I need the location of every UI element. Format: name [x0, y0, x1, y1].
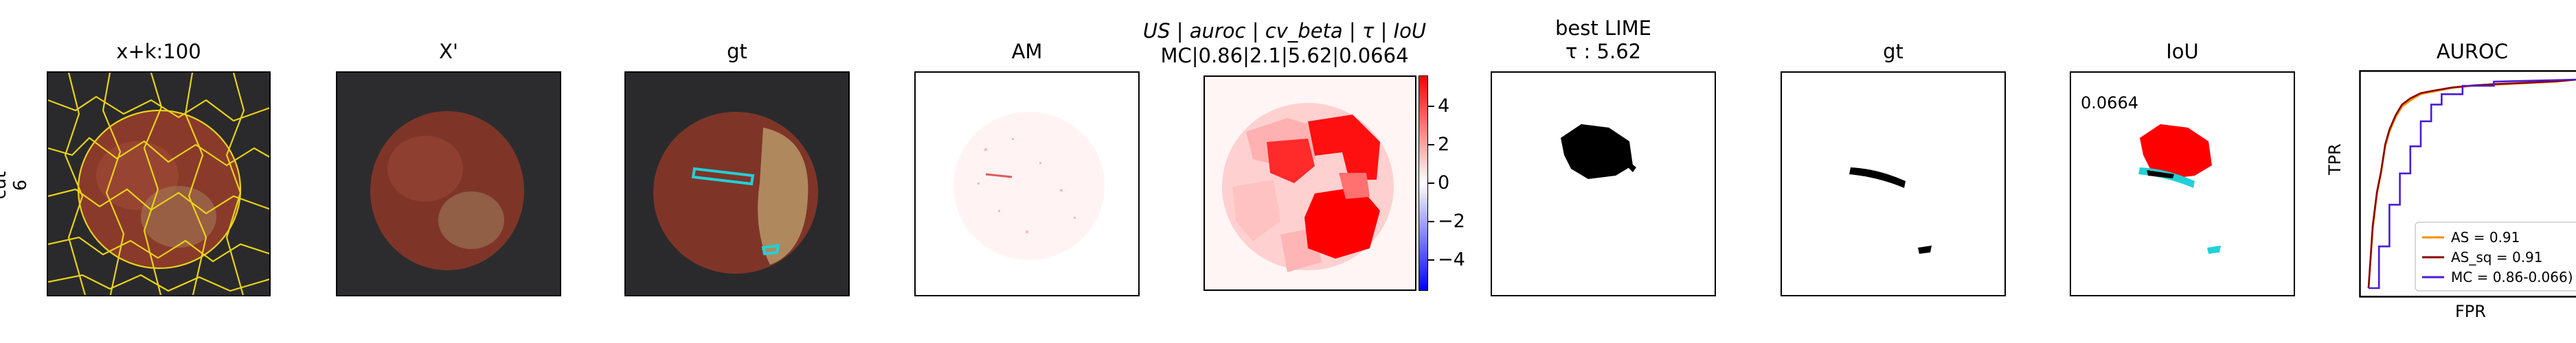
- us-segment: [1339, 173, 1370, 199]
- gt-mask-panel: [1781, 71, 2006, 296]
- input-image: [48, 73, 269, 295]
- colorbar-tick-mark: [1428, 143, 1434, 145]
- hazelnut-highlight: [387, 136, 463, 202]
- gt-outline-spot: [761, 244, 780, 256]
- lime-mask: [1561, 124, 1636, 179]
- auroc-legend-label-1: AS_sq = 0.91: [2451, 249, 2543, 265]
- auroc-series-group: [2367, 78, 2576, 289]
- auroc-legend-label-2: MC = 0.86-0.066): [2451, 269, 2573, 285]
- iou-overlay: [2138, 124, 2221, 254]
- colorbar-tick-label: −4: [1438, 249, 1465, 271]
- us-hot-segment: [1304, 187, 1380, 259]
- gt-mask-spot: [1918, 246, 1932, 254]
- us-hot-segment: [1267, 139, 1315, 183]
- colorbar-tick-mark: [1428, 105, 1434, 107]
- colorbar-tick-mark: [1428, 221, 1434, 223]
- am-faint-region: [953, 112, 1105, 260]
- panel-title-auroc: AUROC: [2436, 40, 2509, 63]
- row-label-line2: 6: [10, 179, 31, 191]
- gt-overlay-image: [653, 112, 818, 274]
- colorbar-tick-mark: [1428, 259, 1434, 261]
- lime-mask-panel: [1491, 71, 1716, 296]
- us-segment: [1232, 180, 1280, 241]
- row-label: cut 6: [0, 168, 31, 202]
- lime-mask-region: [1561, 124, 1633, 179]
- am-speckles: [978, 138, 1076, 233]
- auroc-series-line-1: [2367, 78, 2576, 289]
- hazelnut-cut-region: [758, 128, 809, 265]
- auroc-xlabel: FPR: [2455, 302, 2486, 321]
- xprime-image-panel: [336, 71, 561, 296]
- panel-title-gt1: gt: [727, 40, 747, 63]
- lime-mask-fragment: [1628, 162, 1636, 172]
- iou-overlay-panel: 0.0664: [2070, 71, 2295, 296]
- us-hot-segment: [1308, 115, 1380, 180]
- us-heatmap: [1205, 77, 1415, 289]
- gt-mask-crack: [1849, 167, 1906, 188]
- am-crack-response: [985, 173, 1013, 178]
- input-image-panel: [47, 71, 271, 296]
- gt-mask: [1849, 167, 1932, 254]
- colorbar-tick-label: −2: [1438, 211, 1465, 233]
- hazelnut-cut-region: [141, 186, 216, 248]
- panel-title-am: AM: [1011, 40, 1043, 63]
- hazelnut-cut-region: [438, 191, 504, 249]
- panel-title-lime-line1: best LIME: [1555, 16, 1651, 40]
- iou-value: 0.0664: [2081, 93, 2138, 113]
- iou-overlap-region: [2147, 170, 2174, 178]
- panel-title-us-line2: MC|0.86|2.1|5.62|0.0664: [1160, 44, 1409, 67]
- auroc-series-line-2: [2369, 78, 2576, 289]
- us-colorbar: [1419, 75, 1428, 291]
- colorbar-tick-label: 4: [1438, 95, 1450, 117]
- superpixel-boundaries: [48, 73, 269, 295]
- gt-outline-crack: [691, 167, 755, 186]
- panel-title-lime-line2: τ : 5.62: [1565, 40, 1642, 63]
- auroc-ylabel: TPR: [2325, 143, 2345, 175]
- colorbar-tick-mark: [1428, 182, 1434, 184]
- panel-title-input: x+k:100: [116, 40, 201, 63]
- row-label-line1: cut: [0, 171, 10, 200]
- panel-title-xprime: X': [439, 40, 458, 63]
- auroc-legend-label-0: AS = 0.91: [2451, 229, 2520, 246]
- iou-prediction-region: [2140, 124, 2212, 179]
- iou-gt-spot: [2207, 246, 2221, 254]
- panel-title-us-line1: US | auroc | cv_beta | τ | IoU: [1142, 19, 1427, 43]
- panel-title-iou: IoU: [2166, 40, 2199, 63]
- auroc-legend: AS = 0.91 AS_sq = 0.91 MC = 0.86-0.066): [2415, 222, 2576, 292]
- am-heatmap: [953, 112, 1105, 260]
- auroc-chart: AS = 0.91 AS_sq = 0.91 MC = 0.86-0.066): [2359, 70, 2576, 298]
- am-map-panel: [914, 71, 1140, 296]
- auroc-legend-box: [2415, 222, 2576, 292]
- us-heatmap-panel: [1204, 75, 1416, 291]
- panel-title-gt2: gt: [1883, 40, 1903, 63]
- xprime-image: [370, 111, 524, 270]
- colorbar-tick-label: 2: [1438, 133, 1450, 155]
- gt-overlay-panel: [624, 71, 850, 296]
- colorbar-tick-label: 0: [1438, 172, 1450, 193]
